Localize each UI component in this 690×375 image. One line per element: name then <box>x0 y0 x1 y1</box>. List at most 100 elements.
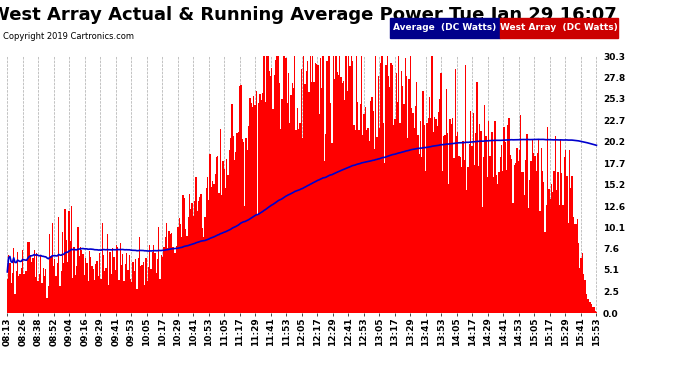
Bar <box>90 257 91 313</box>
Bar <box>92 269 94 313</box>
Bar <box>485 136 486 313</box>
Bar <box>164 237 166 313</box>
Bar <box>522 172 524 313</box>
Bar <box>431 56 433 313</box>
Bar <box>80 247 81 313</box>
Bar <box>495 175 497 313</box>
Bar <box>312 56 313 313</box>
Bar <box>384 163 385 313</box>
Bar <box>48 286 49 313</box>
Bar <box>362 135 364 313</box>
Bar <box>228 175 229 313</box>
Bar <box>200 194 201 313</box>
Bar <box>434 117 435 313</box>
Bar <box>443 136 444 313</box>
Bar <box>474 165 475 313</box>
Bar <box>458 156 460 313</box>
Bar <box>317 65 319 313</box>
Bar <box>513 165 515 313</box>
Bar <box>595 312 597 313</box>
Bar <box>177 227 179 313</box>
Bar <box>170 234 171 313</box>
Bar <box>128 255 130 313</box>
Bar <box>566 176 568 313</box>
Bar <box>146 281 148 313</box>
Bar <box>310 56 311 313</box>
Bar <box>175 253 176 313</box>
Bar <box>416 82 417 313</box>
Bar <box>469 144 470 313</box>
Bar <box>518 160 519 313</box>
Bar <box>392 66 393 313</box>
Bar <box>464 160 465 313</box>
Bar <box>425 171 426 313</box>
Bar <box>519 150 520 313</box>
Bar <box>446 89 447 313</box>
Bar <box>173 253 175 313</box>
Bar <box>543 182 544 313</box>
Bar <box>529 180 531 313</box>
Bar <box>413 128 415 313</box>
Bar <box>64 209 66 313</box>
Bar <box>67 262 68 313</box>
Bar <box>466 190 468 313</box>
Bar <box>476 82 477 313</box>
Bar <box>402 87 404 313</box>
Bar <box>479 124 480 313</box>
Bar <box>403 104 404 313</box>
Bar <box>348 56 349 313</box>
Bar <box>216 157 217 313</box>
Bar <box>126 253 128 313</box>
Bar <box>408 79 410 313</box>
Bar <box>316 63 317 313</box>
Bar <box>547 127 549 313</box>
Bar <box>284 56 285 313</box>
Bar <box>531 161 532 313</box>
Bar <box>375 56 376 313</box>
Bar <box>382 56 383 313</box>
Bar <box>18 276 19 313</box>
Bar <box>491 132 492 313</box>
Bar <box>46 298 48 313</box>
Bar <box>415 106 416 313</box>
Bar <box>116 245 117 313</box>
Bar <box>451 124 452 313</box>
Bar <box>422 91 424 313</box>
Bar <box>580 258 582 313</box>
Bar <box>524 195 525 313</box>
Bar <box>349 66 351 313</box>
Bar <box>319 57 321 313</box>
Bar <box>558 172 559 313</box>
Bar <box>483 157 484 313</box>
Bar <box>295 130 297 313</box>
Bar <box>290 95 292 313</box>
Bar <box>540 211 541 313</box>
Bar <box>217 156 219 313</box>
Bar <box>44 276 46 313</box>
Bar <box>199 197 201 313</box>
Bar <box>191 203 193 313</box>
Bar <box>182 195 184 313</box>
Bar <box>289 123 290 313</box>
Bar <box>595 311 596 313</box>
Bar <box>265 102 266 313</box>
Bar <box>219 129 221 313</box>
Bar <box>449 120 451 313</box>
Bar <box>118 280 119 313</box>
Bar <box>435 119 437 313</box>
Bar <box>63 263 64 313</box>
Bar <box>41 282 43 313</box>
Bar <box>534 156 535 313</box>
Bar <box>179 218 180 313</box>
Bar <box>293 88 294 313</box>
Bar <box>510 155 511 313</box>
Bar <box>383 123 384 313</box>
Bar <box>210 187 212 313</box>
Bar <box>45 269 46 313</box>
Bar <box>339 56 340 313</box>
Bar <box>326 61 328 313</box>
Bar <box>215 174 216 313</box>
Bar <box>37 280 39 313</box>
Text: Average  (DC Watts): Average (DC Watts) <box>393 23 497 32</box>
Bar <box>398 56 400 313</box>
